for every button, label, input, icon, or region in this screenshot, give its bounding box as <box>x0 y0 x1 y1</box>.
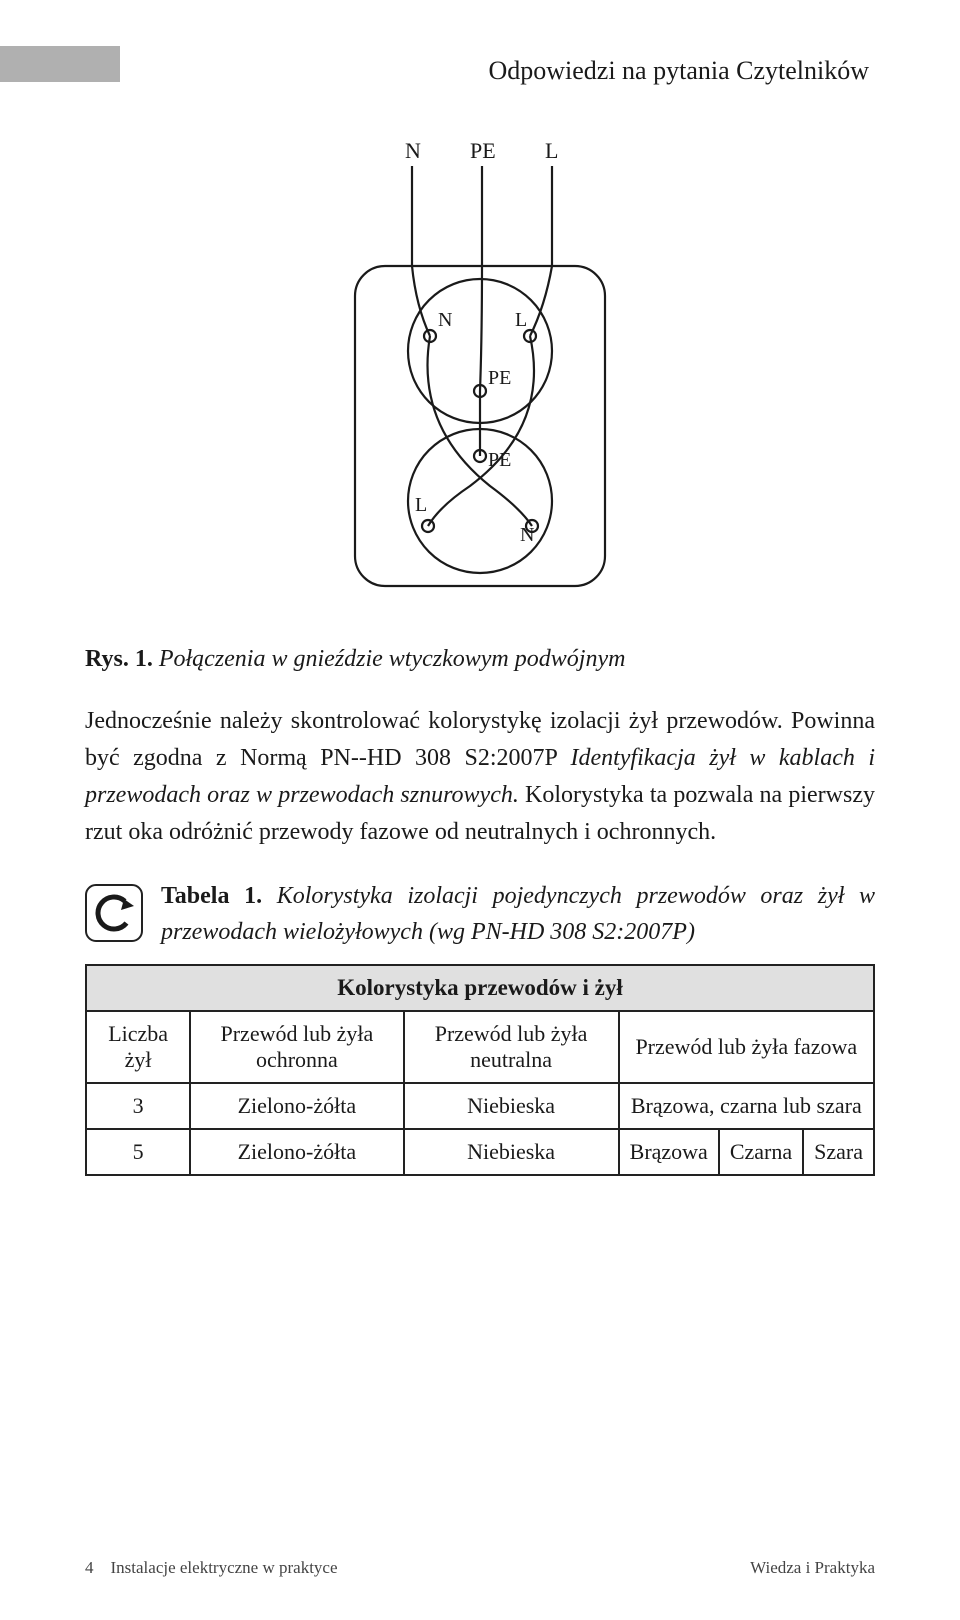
cell-neutral: Niebieska <box>404 1083 619 1129</box>
label-n-upper: N <box>438 309 452 331</box>
footer-right: Wiedza i Praktyka <box>750 1558 875 1578</box>
socket-diagram-svg: N PE L N L PE PE L <box>320 136 640 606</box>
body-paragraph: Jednocześnie należy skontrolować kolorys… <box>85 703 875 852</box>
label-pe-top: PE <box>470 138 496 163</box>
col-phase: Przewód lub żyła fazowa <box>619 1011 874 1083</box>
col-neutral: Przewód lub żyła neutralna <box>404 1011 619 1083</box>
label-n-lower: N <box>520 524 534 546</box>
footer-left: 4 Instalacje elektryczne w praktyce <box>85 1558 338 1578</box>
label-l-upper: L <box>515 309 527 331</box>
cell-phase-1: Brązowa <box>619 1129 719 1175</box>
footer-page-number: 4 <box>85 1558 94 1577</box>
table-header: Kolorystyka przewodów i żył <box>86 965 874 1011</box>
table-caption-row: Tabela 1. Kolorystyka izolacji pojedyncz… <box>85 878 875 950</box>
table-caption-text: Kolorystyka izolacji pojedynczych przewo… <box>161 883 875 945</box>
page-tab <box>0 46 120 82</box>
cell-neutral: Niebieska <box>404 1129 619 1175</box>
label-pe-upper: PE <box>488 367 511 389</box>
cell-phase-merged: Brązowa, czarna lub szara <box>619 1083 874 1129</box>
table-caption-label: Tabela 1. <box>161 883 262 909</box>
figure-caption-text: Połączenia w gnieździe wtyczkowym podwój… <box>159 646 626 672</box>
figure-caption-label: Rys. 1. <box>85 646 153 672</box>
table-subheader-row: Liczba żył Przewód lub żyła ochronna Prz… <box>86 1011 874 1083</box>
label-l-top: L <box>545 138 558 163</box>
table-row: 3 Zielono-żółta Niebieska Brązowa, czarn… <box>86 1083 874 1129</box>
cell-protective: Zielono-żółta <box>190 1083 403 1129</box>
cell-phase-3: Szara <box>803 1129 874 1175</box>
page-footer: 4 Instalacje elektryczne w praktyce Wied… <box>85 1558 875 1578</box>
figure-caption: Rys. 1. Połączenia w gnieździe wtyczkowy… <box>85 642 875 677</box>
table-row: 5 Zielono-żółta Niebieska Brązowa Czarna… <box>86 1129 874 1175</box>
table-caption: Tabela 1. Kolorystyka izolacji pojedyncz… <box>161 878 875 950</box>
running-header: Odpowiedzi na pytania Czytelników <box>85 50 875 86</box>
label-l-lower: L <box>415 494 427 516</box>
cell-count: 5 <box>86 1129 190 1175</box>
cell-count: 3 <box>86 1083 190 1129</box>
arrow-circle-icon <box>85 884 143 942</box>
col-protective: Przewód lub żyła ochronna <box>190 1011 403 1083</box>
footer-left-text: Instalacje elektryczne w praktyce <box>111 1558 338 1577</box>
label-n-top: N <box>405 138 421 163</box>
cell-phase-2: Czarna <box>719 1129 803 1175</box>
col-count: Liczba żył <box>86 1011 190 1083</box>
wiring-diagram: N PE L N L PE PE L <box>85 136 875 606</box>
cell-protective: Zielono-żółta <box>190 1129 403 1175</box>
color-table: Kolorystyka przewodów i żył Liczba żył P… <box>85 964 875 1176</box>
